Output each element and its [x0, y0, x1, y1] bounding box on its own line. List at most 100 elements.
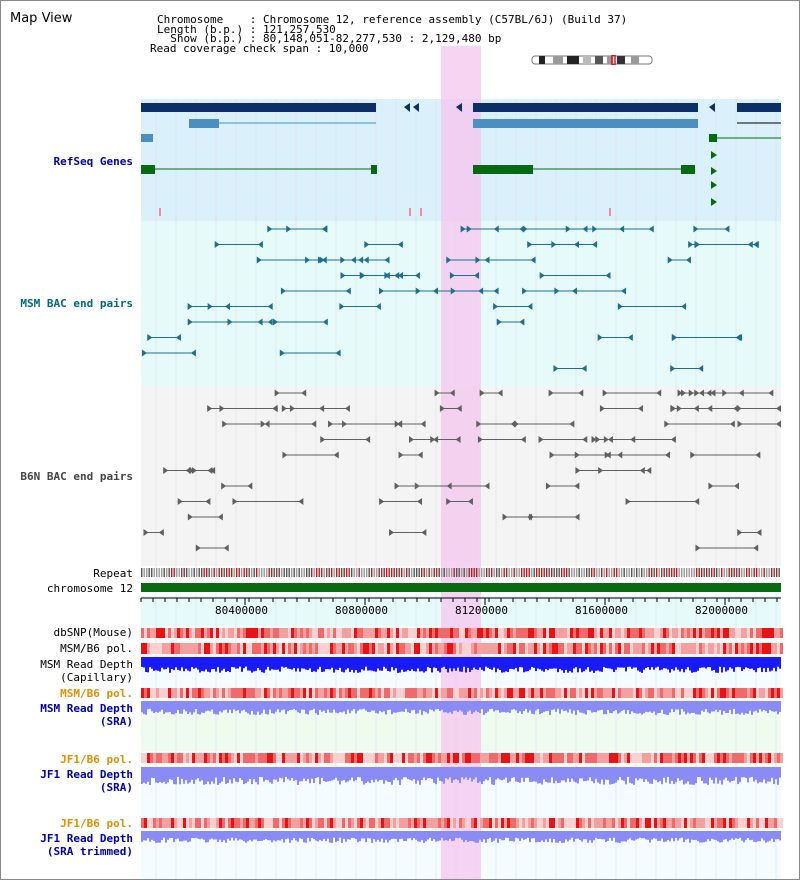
- polymorphism-cell: [534, 688, 537, 698]
- track-label-jf1-read-depth[interactable]: JF1 Read Depth: [40, 768, 133, 781]
- repeat-mark: [461, 568, 463, 577]
- end-pair-marker: [217, 513, 223, 521]
- polymorphism-cell: [669, 643, 672, 654]
- polymorphism-cell: [765, 688, 768, 698]
- polymorphism-cell: [264, 818, 267, 828]
- end-pair-marker: [321, 225, 327, 233]
- read-depth-bar: [661, 767, 663, 785]
- polymorphism-cell: [630, 643, 633, 654]
- repeat-mark: [383, 568, 385, 577]
- read-depth-bar: [637, 831, 639, 839]
- polymorphism-cell: [384, 643, 387, 654]
- track-label-refseq-genes[interactable]: RefSeq Genes: [53, 155, 133, 168]
- polymorphism-cell: [474, 688, 477, 698]
- read-depth-bar: [307, 657, 309, 671]
- track-label-jf1-b6-pol-trimmed[interactable]: JF1/B6 pol.: [60, 817, 133, 830]
- read-depth-bar: [149, 831, 151, 842]
- polymorphism-cell: [411, 753, 414, 763]
- polymorphism-cell: [738, 628, 741, 638]
- polymorphism-cell: [684, 688, 687, 698]
- polymorphism-cell: [459, 818, 462, 828]
- read-depth-bar: [605, 657, 607, 668]
- polymorphism-cell: [396, 753, 399, 763]
- read-depth-bar: [437, 767, 439, 778]
- track-label-repeat[interactable]: Repeat: [93, 567, 133, 580]
- gene-marker: [409, 208, 411, 216]
- polymorphism-cell: [141, 753, 144, 763]
- polymorphism-cell: [420, 818, 423, 828]
- polymorphism-cell: [663, 628, 666, 638]
- read-depth-bar: [171, 701, 173, 715]
- read-depth-bar: [227, 657, 229, 672]
- read-depth-bar: [233, 767, 235, 779]
- track-label-msm-read-depth[interactable]: MSM Read Depth: [40, 658, 133, 671]
- polymorphism-cell: [516, 818, 519, 828]
- polymorphism-cell: [738, 643, 741, 654]
- read-depth-bar: [665, 767, 667, 783]
- track-label-dbsnp[interactable]: dbSNP(Mouse): [53, 626, 133, 639]
- end-pair-marker: [670, 436, 676, 443]
- polymorphism-cell: [150, 643, 153, 654]
- read-depth-bar: [717, 831, 719, 842]
- read-depth-bar: [701, 831, 703, 843]
- track-label-jf1-read-depth-trimmed[interactable]: JF1 Read Depth: [40, 832, 133, 845]
- read-depth-bar: [759, 701, 761, 710]
- read-depth-bar: [711, 701, 713, 712]
- read-depth-bar: [477, 657, 479, 670]
- polymorphism-cell: [315, 818, 318, 828]
- read-depth-bar: [175, 767, 177, 785]
- read-depth-bar: [767, 701, 769, 713]
- gene-arrow: [711, 198, 717, 206]
- read-depth-bar: [775, 767, 777, 780]
- end-pair-marker: [177, 498, 183, 505]
- polymorphism-cell: [696, 753, 699, 763]
- polymorphism-cell: [522, 628, 525, 638]
- read-depth-bar: [579, 831, 581, 840]
- repeat-mark: [141, 568, 143, 577]
- read-depth-bar: [467, 831, 469, 842]
- polymorphism-cell: [258, 688, 261, 698]
- read-depth-bar: [509, 831, 511, 842]
- polymorphism-cell: [747, 688, 750, 698]
- polymorphism-cell: [531, 753, 534, 763]
- track-label-msm-b6-pol[interactable]: MSM/B6 pol.: [60, 642, 133, 655]
- polymorphism-cell: [726, 628, 729, 638]
- read-depth-bar: [185, 657, 187, 669]
- read-depth-bar: [735, 831, 737, 839]
- read-depth-bar: [375, 767, 377, 780]
- polymorphism-cell: [624, 688, 627, 698]
- read-depth-bar: [571, 701, 573, 714]
- end-pair-marker: [737, 420, 743, 428]
- read-depth-bar: [211, 831, 213, 839]
- chromosome-ideogram[interactable]: [531, 55, 653, 65]
- track-label-msm-read-depth-sra[interactable]: MSM Read Depth: [40, 702, 133, 715]
- read-depth-bar: [513, 767, 515, 778]
- polymorphism-cell: [240, 688, 243, 698]
- polymorphism-cell: [471, 753, 474, 763]
- polymorphism-cell: [453, 818, 456, 828]
- track-label-jf1-b6-pol[interactable]: JF1/B6 pol.: [60, 753, 133, 766]
- polymorphism-cell: [300, 643, 303, 654]
- end-pair-marker: [592, 241, 598, 248]
- read-depth-bar: [629, 767, 631, 783]
- polymorphism-cell: [198, 688, 201, 698]
- read-depth-bar: [355, 767, 357, 781]
- read-depth-bar: [279, 657, 281, 672]
- read-depth-bar: [363, 767, 365, 785]
- read-depth-bar: [695, 767, 697, 784]
- track-label-b6n-bac[interactable]: B6N BAC end pairs: [20, 470, 133, 483]
- polymorphism-cell: [657, 643, 660, 654]
- track-label-msm-bac[interactable]: MSM BAC end pairs: [20, 297, 133, 310]
- end-pair-marker: [298, 498, 304, 505]
- polymorphism-cell: [570, 818, 573, 828]
- coverage-span-info: Read coverage check span : 10,000: [150, 42, 369, 55]
- polymorphism-cell: [585, 643, 588, 654]
- read-depth-bar: [463, 701, 465, 715]
- polymorphism-cell: [441, 628, 444, 638]
- track-label-msm-b6-pol-sra[interactable]: MSM/B6 pol.: [60, 687, 133, 700]
- polymorphism-cell: [330, 688, 333, 698]
- read-depth-bar: [635, 657, 637, 668]
- end-pair-marker: [582, 436, 588, 443]
- track-label-chromosome[interactable]: chromosome 12: [46, 582, 133, 595]
